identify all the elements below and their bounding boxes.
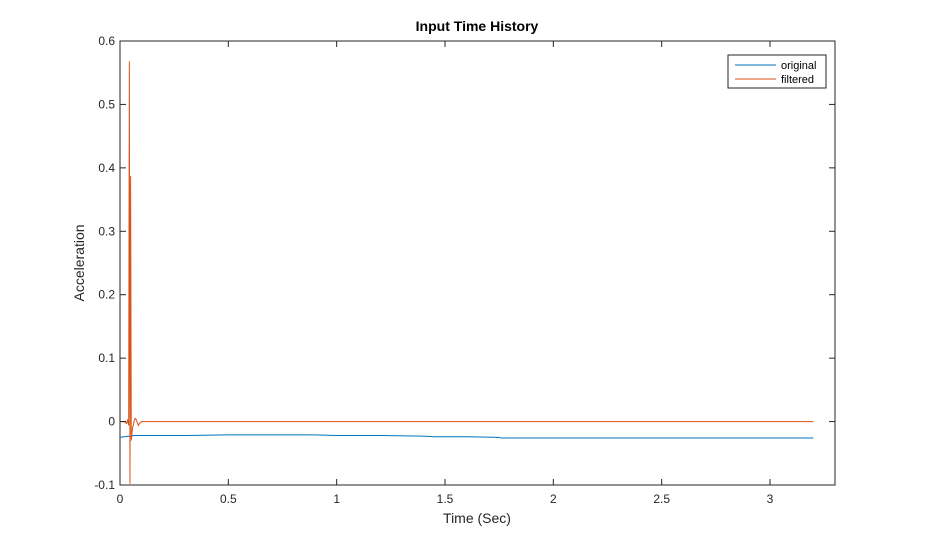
legend: original filtered	[727, 54, 827, 89]
series-layer	[119, 61, 814, 484]
x-tick-label: 2	[550, 492, 557, 506]
plot-area	[119, 40, 836, 486]
y-tick-label: 0.5	[98, 97, 115, 111]
x-tick-label: 2.5	[653, 492, 670, 506]
x-tick-label: 0	[117, 492, 124, 506]
x-tick-label: 1	[333, 492, 340, 506]
y-tick-label: 0.6	[98, 34, 115, 48]
legend-box	[727, 54, 827, 89]
ticks-layer: 0 0.5 1 1.5 2 2.5 3-0.100.10.20.30.40.50.6	[94, 34, 835, 506]
chart-title: Input Time History	[416, 18, 539, 34]
y-tick-label: -0.1	[94, 478, 115, 492]
y-tick-label: 0.2	[98, 288, 115, 302]
legend-label-original: original	[781, 60, 816, 72]
x-tick-label: 3	[767, 492, 774, 506]
y-tick-label: 0.1	[98, 351, 115, 365]
legend-label-filtered: filtered	[781, 74, 814, 86]
y-tick-label: 0.3	[98, 224, 115, 238]
y-tick-label: 0.4	[98, 161, 115, 175]
x-tick-label: 1.5	[437, 492, 454, 506]
y-tick-label: 0	[108, 415, 115, 429]
plot-frame	[119, 40, 836, 486]
x-tick-label: 0.5	[220, 492, 237, 506]
series-line-original	[119, 434, 814, 439]
x-axis-label: Time (Sec)	[443, 510, 511, 526]
y-axis-label: Acceleration	[71, 224, 87, 301]
series-line-filtered	[120, 61, 814, 484]
